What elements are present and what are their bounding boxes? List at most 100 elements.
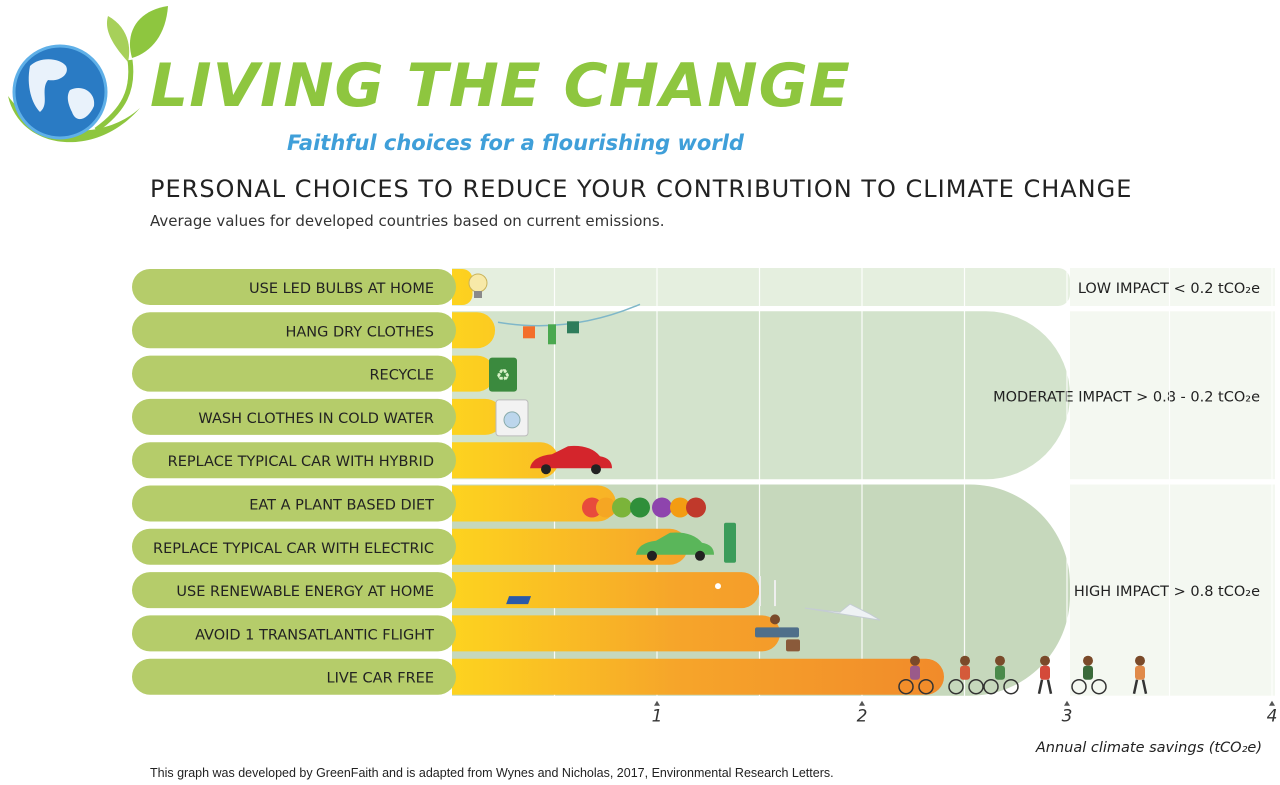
vegetable-icon <box>582 497 602 518</box>
wheel-icon <box>695 550 705 561</box>
person-icon <box>1135 655 1145 666</box>
category-pill <box>132 442 456 479</box>
person-icon <box>1083 655 1093 666</box>
person-body-icon <box>960 665 970 680</box>
brand-subtitle: Faithful choices for a flourishing world <box>287 131 744 155</box>
towel-icon <box>567 321 579 334</box>
logo-globe-icon <box>8 6 168 143</box>
vegetable-icon <box>670 497 690 518</box>
sun-icon <box>715 583 721 590</box>
x-axis-label: Annual climate savings (tCO₂e) <box>1035 740 1262 756</box>
electric-car-icon <box>636 532 714 555</box>
bar-2 <box>452 312 496 349</box>
category-label: USE RENEWABLE ENERGY AT HOME <box>176 584 434 600</box>
bicycle-wheel-icon <box>898 678 914 695</box>
category-pill <box>132 572 456 609</box>
category-label: RECYCLE <box>369 368 434 384</box>
person-icon <box>995 655 1005 666</box>
category-label: WASH CLOTHES IN COLD WATER <box>198 411 434 427</box>
person-body-icon <box>1040 665 1050 680</box>
vegetable-icon <box>686 497 706 518</box>
impact-band-strip-0 <box>1070 268 1275 306</box>
category-pill <box>132 312 456 349</box>
wheel-icon <box>591 464 601 475</box>
person-body-icon <box>910 665 920 680</box>
lightbulb-base-icon <box>474 291 482 298</box>
suitcase-icon <box>786 639 800 652</box>
bar-8 <box>452 572 760 609</box>
impact-band-strip-2 <box>1070 484 1275 696</box>
lightbulb-icon <box>468 273 488 293</box>
bicycle-wheel-icon <box>983 678 999 695</box>
bicycle-wheel-icon <box>918 678 934 695</box>
recycle-bin-icon <box>489 357 517 392</box>
tick-mark <box>654 700 660 706</box>
category-pill <box>132 485 456 522</box>
red-car-icon <box>530 445 612 469</box>
category-label: LIVE CAR FREE <box>326 671 434 687</box>
charger-icon <box>724 522 736 563</box>
recycle-symbol-icon: ♻ <box>496 368 510 385</box>
illustrations: ♻ <box>468 273 1148 695</box>
impact-band-0 <box>452 268 1070 306</box>
category-pill <box>132 355 456 392</box>
tick-mark <box>859 700 865 706</box>
bicycle-wheel-icon <box>1003 678 1019 695</box>
walker-leg-icon <box>1141 679 1148 694</box>
bar-1 <box>452 269 473 305</box>
bar-10 <box>452 658 944 695</box>
person-icon <box>910 655 920 666</box>
traveler-icon <box>770 614 780 625</box>
airport-bench-icon <box>755 627 799 638</box>
x-axis: 1 2 3 4 Annual climate savings (tCO₂e) <box>652 700 1278 756</box>
walker-leg-icon <box>1037 679 1044 694</box>
category-label: HANG DRY CLOTHES <box>285 324 434 340</box>
impact-band-label: MODERATE IMPACT > 0.8 - 0.2 tCO₂e <box>993 389 1260 405</box>
category-label: AVOID 1 TRANSATLANTIC FLIGHT <box>195 627 434 643</box>
wheel-icon <box>647 550 657 561</box>
vegetable-icon <box>652 497 672 518</box>
tick-mark <box>1064 700 1070 706</box>
tick-label: 2 <box>857 707 868 727</box>
category-label: REPLACE TYPICAL CAR WITH HYBRID <box>168 454 434 470</box>
brand-title: LIVING THE CHANGE <box>150 51 851 121</box>
tick-label: 4 <box>1267 707 1278 727</box>
label-pills: USE LED BULBS AT HOME HANG DRY CLOTHES REC… <box>132 269 456 695</box>
tick-mark <box>1269 700 1275 706</box>
washing-drum-icon <box>503 411 521 429</box>
bicycle-wheel-icon <box>968 678 984 695</box>
bicycle-wheel-icon <box>948 678 964 695</box>
bicycle-wheel-icon <box>1071 678 1087 695</box>
category-label: EAT A PLANT BASED DIET <box>249 498 434 514</box>
bar-6 <box>452 485 616 522</box>
chart-subtitle: Average values for developed countries b… <box>150 212 665 230</box>
walker-leg-icon <box>1046 679 1053 694</box>
person-body-icon <box>1083 665 1093 680</box>
footnote: This graph was developed by GreenFaith a… <box>150 766 834 780</box>
person-icon <box>1040 655 1050 666</box>
tick-label: 1 <box>652 707 663 727</box>
airplane-icon <box>804 603 881 621</box>
tick-label: 3 <box>1062 707 1073 727</box>
impact-band-1 <box>452 311 1070 480</box>
impact-band-strip-1 <box>1070 311 1275 480</box>
person-body-icon <box>995 665 1005 680</box>
category-label: USE LED BULBS AT HOME <box>249 281 434 297</box>
wheel-icon <box>541 464 551 475</box>
pants-icon <box>548 324 556 345</box>
bar-4 <box>452 398 504 435</box>
solar-panel-icon <box>506 596 532 605</box>
bar-7 <box>452 528 688 565</box>
impact-band-label: HIGH IMPACT > 0.8 tCO₂e <box>1074 584 1260 600</box>
category-pill <box>132 398 456 435</box>
category-label: REPLACE TYPICAL CAR WITH ELECTRIC <box>153 541 434 557</box>
category-pill <box>132 658 456 695</box>
person-icon <box>960 655 970 666</box>
person-body-icon <box>1135 665 1145 680</box>
category-pill <box>132 615 456 652</box>
walker-leg-icon <box>1132 679 1139 694</box>
vegetable-icon <box>596 497 616 518</box>
chart-title: PERSONAL CHOICES TO REDUCE YOUR CONTRIBU… <box>150 175 1133 203</box>
bar-3 <box>452 355 496 392</box>
